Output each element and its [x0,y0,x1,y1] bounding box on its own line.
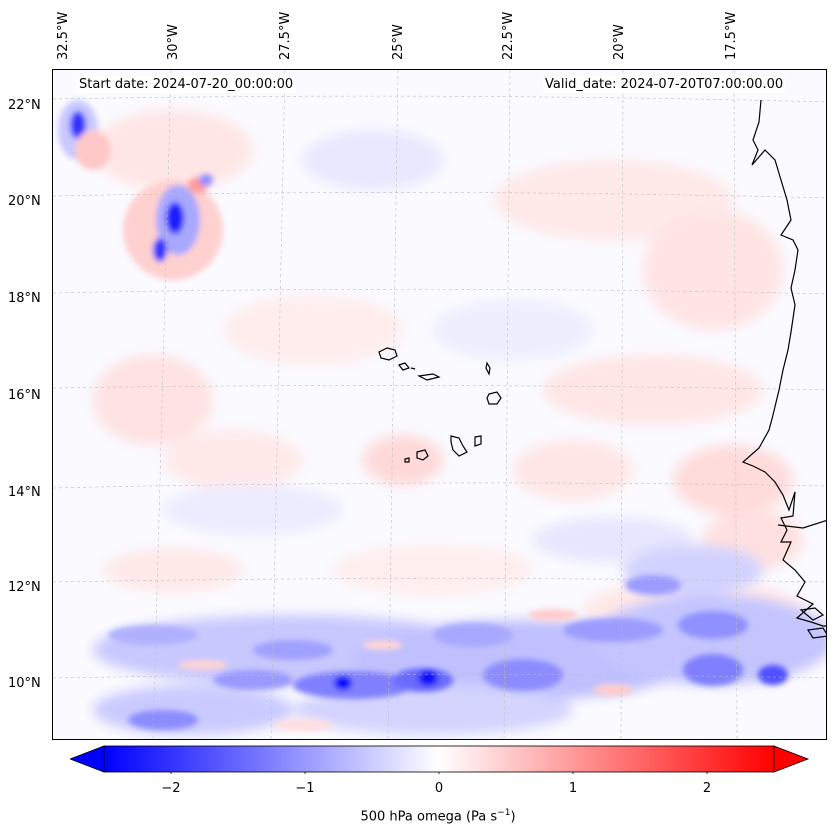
lon-grid-20w [620,70,624,739]
lat-label-20n: 20°N [8,194,41,209]
lon-grid-17-5w [733,70,738,739]
lon-grid-27-5w [270,70,286,739]
nw-features [58,100,223,280]
colorbar-tickmarks [170,772,708,774]
maio-island [474,435,482,447]
colorbar-gradient [103,745,775,773]
lon-label-22-5w: 22.5°W [501,11,516,60]
start-date-text: Start date: 2024-07-20_00:00:00 [76,76,297,93]
lat-grid-16n [53,385,826,391]
lon-grid-22-5w [503,70,511,739]
lon-label-20w: 20°W [612,24,627,60]
lon-label-30w: 30°W [166,24,181,60]
colorbar-label-main: 500 hPa omega (Pa s [360,809,498,825]
sao-nicolau-island [417,373,441,381]
omega-field [58,100,826,735]
lon-label-27-5w: 27.5°W [278,11,293,60]
lat-grid-18n [53,288,826,295]
lat-label-14n: 14°N [8,485,41,500]
santa-luzia-island [410,367,416,370]
lat-grid-20n [53,192,826,199]
lat-grid-10n [53,674,826,679]
lat-grid-14n [53,482,826,489]
colorbar-tick-0: 0 [434,781,444,796]
sal-island [485,361,491,376]
lat-label-22n: 22°N [8,98,41,113]
santo-antao-island [378,347,398,361]
gridlines [53,70,826,739]
red-streaks-south [178,609,633,731]
map-frame [52,69,827,740]
lon-grid-30w [152,70,172,739]
lon-label-25w: 25°W [391,24,406,60]
lat-label-10n: 10°N [8,676,41,691]
lat-grid-22n [53,95,826,103]
valid-date-text: Valid_date: 2024-07-20T07:00:00.00 [542,76,787,93]
lat-label-12n: 12°N [8,580,41,595]
colorbar-label: 500 hPa omega (Pa s−1) [360,808,515,824]
colorbar-tick-1: 1 [568,781,578,796]
coastlines [378,99,826,639]
colorbar-tick-2: 2 [702,781,712,796]
omega-map [53,70,826,739]
lon-grid-25w [387,70,399,739]
lat-label-16n: 16°N [8,388,41,403]
background-patches [93,110,803,640]
brava-island [404,457,410,463]
colorbar-label-sup: −1 [497,808,511,818]
colorbar-label-end: ) [510,809,516,825]
sao-vicente-island [397,362,411,371]
boa-vista-island [486,391,502,405]
lat-grid-12n [53,578,826,583]
lat-label-18n: 18°N [8,291,41,306]
colorbar-tick-minus1: −1 [295,781,315,796]
guinea-bissau-islands [799,607,826,639]
santiago-island [450,435,468,457]
fogo-island [416,449,429,461]
lon-label-17-5w: 17.5°W [724,11,739,60]
colorbar-tick-minus2: −2 [161,781,181,796]
convective-cores [108,575,788,730]
colorbar-max-extend [773,745,810,773]
colorbar-min-extend [70,745,105,773]
colorbar [70,745,810,774]
west-africa-coast [741,99,826,627]
gambia-river [777,520,826,529]
lon-label-32-5w: 32.5°W [56,11,71,60]
